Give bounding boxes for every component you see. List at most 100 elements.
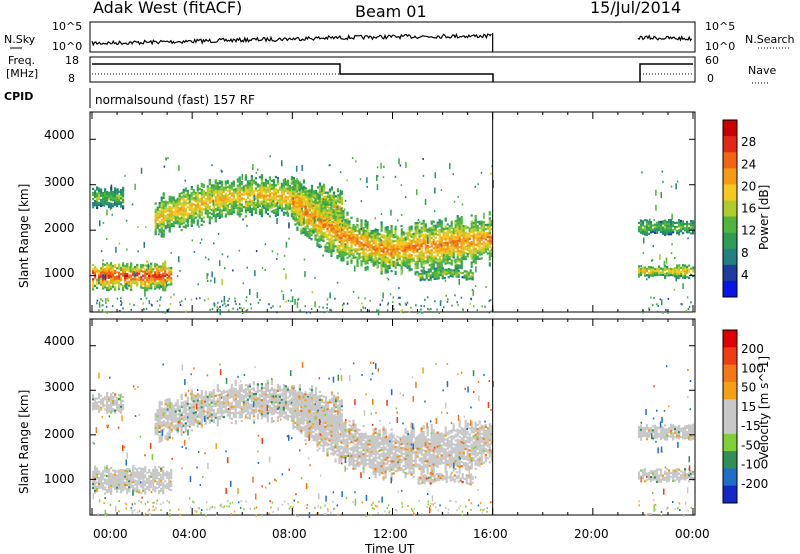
echo-cell [170, 271, 173, 274]
echo-cell [446, 258, 449, 261]
ground-clutter [121, 302, 123, 305]
echo-cell [456, 260, 459, 263]
echo-cell [156, 263, 159, 266]
echo-cell [102, 264, 105, 268]
echo-cell [684, 227, 687, 230]
echo-cell [324, 195, 328, 198]
echo-cell [306, 202, 309, 205]
echo-cell [647, 265, 651, 269]
echo-cell [116, 204, 119, 208]
echo-cell [474, 225, 477, 228]
speckle [276, 218, 278, 224]
echo-cell [92, 288, 95, 291]
ground-clutter [685, 310, 688, 312]
echo-cell [408, 259, 411, 262]
echo-cell [122, 268, 125, 271]
echo-cell [196, 184, 199, 187]
echo-cell [368, 232, 371, 235]
echo-cell [172, 210, 175, 213]
echo-cell [484, 246, 487, 249]
echo-cell [112, 277, 115, 280]
echo-cell [168, 199, 171, 202]
echo-cell [218, 208, 221, 211]
echo-cell [406, 238, 409, 241]
echo-cell [676, 274, 679, 277]
echo-cell [352, 256, 355, 259]
echo-cell [238, 184, 241, 187]
echo-cell [290, 211, 293, 214]
echo-cell [154, 468, 157, 471]
echo-cell [472, 238, 475, 241]
echo-cell [260, 180, 263, 183]
echo-cell [388, 258, 391, 261]
echo-cell [208, 191, 211, 194]
echo-cell [370, 233, 373, 237]
echo-cell [422, 227, 425, 231]
ground-clutter [368, 309, 370, 312]
echo-cell [126, 283, 129, 286]
echo-cell [457, 273, 460, 276]
echo-cell [484, 238, 487, 241]
echo-cell [238, 213, 241, 216]
echo-cell [432, 265, 435, 268]
speckle [162, 210, 165, 217]
echo-cell [400, 259, 403, 262]
echo-cell [336, 205, 339, 208]
echo-cell [228, 213, 231, 216]
echo-cell [637, 228, 641, 231]
echo-cell [152, 476, 155, 479]
echo-cell [470, 255, 473, 258]
echo-cell [651, 228, 655, 231]
echo-cell [376, 233, 379, 236]
echo-cell [376, 257, 379, 260]
echo-cell [308, 232, 311, 235]
echo-cell [300, 222, 303, 225]
echo-cell [362, 260, 365, 263]
echo-cell [160, 483, 163, 486]
echo-cell [162, 478, 165, 481]
speckle [221, 253, 224, 256]
echo-cell [422, 242, 425, 245]
echo-cell [144, 490, 147, 493]
echo-cell [286, 181, 289, 184]
echo-cell [162, 200, 165, 204]
echo-cell [476, 243, 479, 246]
echo-cell [462, 249, 465, 252]
echo-cell [452, 256, 455, 259]
echo-cell [138, 479, 141, 482]
echo-cell [124, 264, 127, 267]
echo-cell [304, 233, 307, 237]
echo-cell [428, 249, 431, 252]
echo-cell [266, 190, 269, 193]
echo-cell [472, 227, 475, 231]
echo-cell [643, 233, 647, 236]
ground-clutter [122, 307, 124, 310]
echo-cell [142, 477, 145, 480]
echo-cell [300, 187, 303, 190]
speckle [457, 303, 459, 306]
echo-cell [443, 268, 446, 271]
speckle [424, 198, 427, 205]
speckle [653, 219, 655, 221]
echo-cell [470, 263, 473, 266]
echo-cell [286, 214, 289, 217]
echo-cell [314, 230, 317, 233]
echo-cell [344, 219, 347, 222]
echo-cell [170, 206, 173, 209]
speckle [207, 280, 209, 282]
speckle [137, 250, 139, 253]
echo-cell [140, 265, 143, 269]
echo-cell [688, 264, 691, 267]
echo-cell [433, 267, 436, 270]
echo-cell [420, 257, 423, 260]
echo-cell [460, 230, 463, 233]
speckle [366, 177, 368, 184]
echo-cell [368, 246, 371, 249]
echo-cell [292, 190, 295, 193]
echo-cell [172, 202, 175, 205]
speckle [432, 232, 434, 235]
echo-cell [94, 491, 97, 494]
echo-cell [448, 225, 451, 228]
echo-cell [224, 182, 227, 185]
echo-cell [100, 478, 103, 481]
